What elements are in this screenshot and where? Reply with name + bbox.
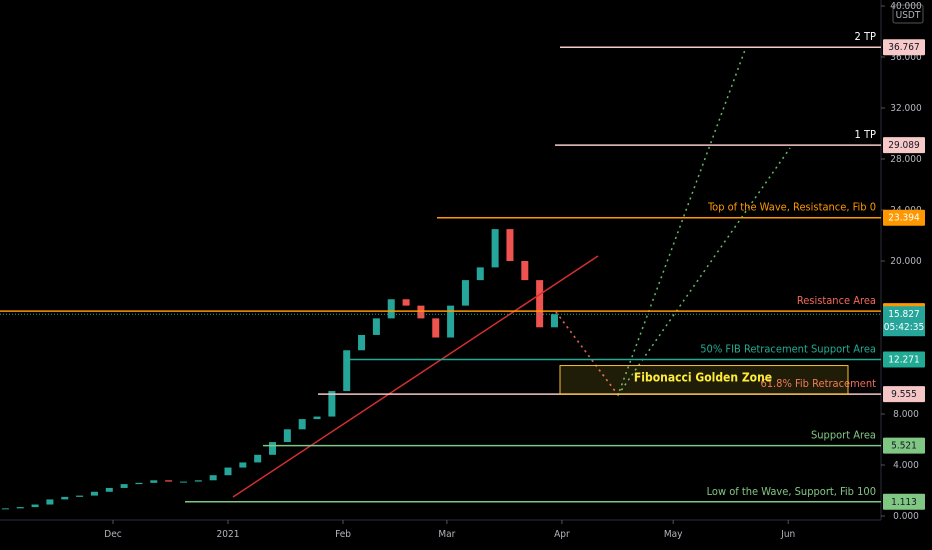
candle <box>506 229 514 261</box>
candle <box>536 280 544 328</box>
level-label: Low of the Wave, Support, Fib 100 <box>707 485 876 498</box>
candle <box>150 480 158 483</box>
level-tag <box>883 351 925 368</box>
trend-line <box>232 255 599 498</box>
candle <box>387 299 395 319</box>
level-tag-label: 5.521 <box>891 441 917 452</box>
level-tag <box>883 39 925 56</box>
candle <box>165 480 173 482</box>
candle <box>402 299 410 306</box>
candle <box>254 454 262 463</box>
level-tag <box>883 137 925 154</box>
currency: USDT <box>896 10 921 21</box>
candle <box>283 429 291 443</box>
golden-zone <box>559 365 849 395</box>
candle <box>461 280 469 306</box>
y-tick-label: 8.000 <box>893 409 919 420</box>
level-label: Top of the Wave, Resistance, Fib 0 <box>707 201 876 214</box>
candle <box>417 305 425 319</box>
y-tick-label: 32.000 <box>890 103 922 114</box>
candle <box>105 487 113 492</box>
candle <box>521 261 529 281</box>
current-price-label: 15.827 <box>888 309 919 320</box>
candle <box>432 318 440 338</box>
candle <box>46 499 54 505</box>
level-label: 61.8% Fib Retracement <box>760 377 876 390</box>
level-label: 1 TP <box>855 128 876 141</box>
x-tick-label: Dec <box>104 529 121 540</box>
level-tag-label: 23.394 <box>888 213 920 224</box>
level-tag <box>883 437 925 454</box>
y-tick-label: 0.000 <box>893 511 919 522</box>
level-tag-label: 9.555 <box>891 389 917 400</box>
countdown: 05:42:35 <box>884 322 924 333</box>
candle <box>61 496 69 500</box>
candle <box>135 482 143 485</box>
candle <box>179 481 187 483</box>
candle <box>224 467 232 476</box>
level-tag-label: 1.113 <box>891 497 917 508</box>
x-tick-label: Feb <box>335 529 351 540</box>
candle <box>372 318 380 335</box>
golden-zone-label: Fibonacci Golden Zone <box>634 370 772 384</box>
candle <box>90 491 98 496</box>
candle <box>194 480 202 482</box>
candle <box>120 484 128 488</box>
level-tag-label: 36.767 <box>888 42 919 53</box>
level-tag <box>883 209 925 226</box>
level-tag <box>883 493 925 510</box>
candle <box>358 334 366 351</box>
projection-path-2 <box>617 147 791 396</box>
candle <box>16 507 24 509</box>
current-price-tag <box>883 306 925 337</box>
x-tick-label: Mar <box>438 529 455 540</box>
x-tick-label: Jun <box>780 529 795 540</box>
candle <box>447 305 455 338</box>
level-tag-label: 12.271 <box>888 355 919 366</box>
y-tick-label: 36.000 <box>890 52 922 63</box>
level-label: 2 TP <box>855 30 876 43</box>
y-tick-label: 4.000 <box>893 460 919 471</box>
x-tick-label: Apr <box>554 529 570 540</box>
level-tag <box>883 386 925 403</box>
candle <box>239 462 247 468</box>
y-tick-label: 20.000 <box>890 256 922 267</box>
candle <box>1 508 9 510</box>
candle <box>550 314 558 328</box>
candle <box>298 419 306 430</box>
candle <box>343 350 351 392</box>
candle <box>491 229 499 268</box>
level-label: Resistance Area <box>797 294 876 307</box>
candle <box>476 267 484 281</box>
level-label: 50% FIB Retracement Support Area <box>700 343 876 356</box>
candle <box>269 442 277 455</box>
candle <box>313 416 321 420</box>
marks <box>1 229 558 510</box>
x-tick-label: May <box>664 529 683 540</box>
y-tick-label: 40.000 <box>890 1 922 12</box>
candle <box>209 475 217 481</box>
candle <box>328 391 336 417</box>
y-tick-label: 28.000 <box>890 154 922 165</box>
candle <box>31 504 39 508</box>
currency-badge <box>892 4 924 24</box>
x-tick-label: 2021 <box>217 529 240 540</box>
candle <box>76 495 84 497</box>
level-tag-label: 29.089 <box>888 140 920 151</box>
level-label: Support Area <box>811 429 876 442</box>
